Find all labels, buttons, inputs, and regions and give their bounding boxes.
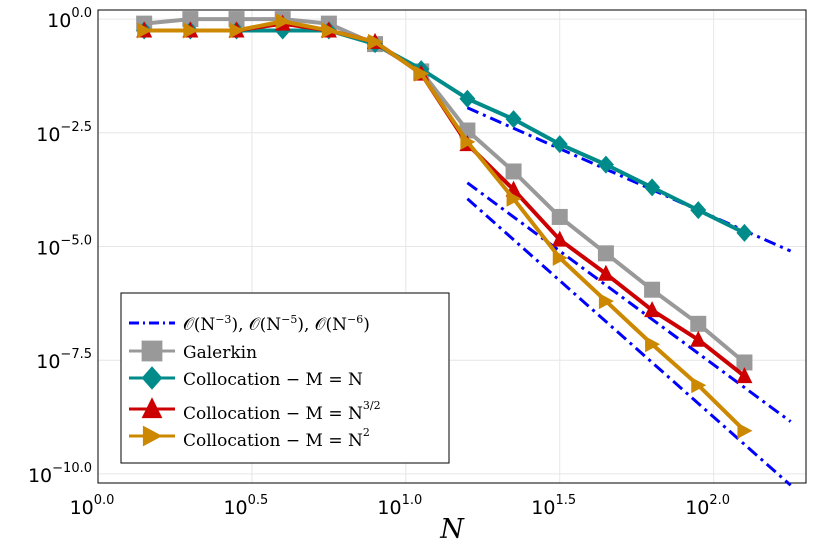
data-point [644,301,661,318]
legend-collocation-n2-label: Collocation − M = N2 [183,426,370,451]
data-point [460,133,476,150]
data-point [736,354,753,371]
data-point [506,190,522,207]
data-point [737,422,753,439]
x-tick-label: 101.5 [531,493,576,519]
legend: 𝒪(N−3), 𝒪(N−5), 𝒪(N−6) Galerkin Collocat… [120,292,450,464]
data-point [137,22,153,39]
legend-collocation-n32-label: Collocation − M = N3/2 [183,399,381,424]
data-point [552,249,568,266]
legend-marker [141,397,163,419]
x-tick-label: 100.0 [70,493,115,519]
data-point [551,230,568,247]
data-point [736,367,753,384]
data-point [414,65,430,82]
data-point [505,163,522,180]
legend-galerkin-swatch [129,340,175,362]
data-point [690,330,707,347]
series-line [144,28,746,235]
data-point [597,264,614,281]
plot-frame [97,9,807,484]
data-point [597,245,614,262]
y-tick-label: 10−5.0 [36,234,92,260]
series-line [144,19,746,433]
x-tick-label: 101.0 [377,493,422,519]
x-tick-label: 102.0 [685,493,730,519]
data-point [644,281,661,298]
data-point [598,293,614,310]
data-point [505,110,522,129]
data-point [644,178,661,197]
legend-collocation-n-label: Collocation − M = N [183,370,363,390]
data-point [368,33,384,50]
x-axis-label: N [439,514,465,545]
data-point [275,13,291,30]
y-tick-label: 10−10.0 [28,461,92,487]
legend-galerkin-label: Galerkin [183,343,257,363]
legend-ref-label: 𝒪(N−3), 𝒪(N−5), 𝒪(N−6) [183,313,370,335]
legend-collocation-n-swatch [129,366,175,390]
data-point [690,315,707,332]
data-point [459,89,476,108]
data-point [645,336,661,353]
legend-collocation-n2-swatch [129,425,175,447]
legend-collocation-n32-swatch [129,397,175,419]
data-point [597,155,614,174]
legend-marker [141,366,163,390]
reference-line [466,197,792,487]
data-point [691,377,707,394]
legend-marker [142,425,163,447]
y-tick-label: 10−2.5 [36,120,92,146]
data-point [736,223,753,242]
y-tick-label: 100.0 [47,6,92,32]
data-point [182,11,199,28]
legend-box [120,292,450,464]
data-point [551,135,568,154]
legend-marker [141,340,163,362]
data-point [321,22,337,39]
x-tick-labels: 100.0 100.5 101.0 101.5 102.0 [70,493,731,519]
data-point [690,201,707,220]
data-point [183,22,199,39]
data-point [229,22,245,39]
y-tick-labels: 100.0 10−2.5 10−5.0 10−7.5 10−10.0 [28,6,92,487]
data-point [551,208,568,225]
reference-line [466,181,792,423]
series-group [136,11,753,439]
data-point [228,11,245,28]
x-tick-label: 100.5 [223,493,268,519]
y-tick-label: 10−7.5 [36,347,92,373]
